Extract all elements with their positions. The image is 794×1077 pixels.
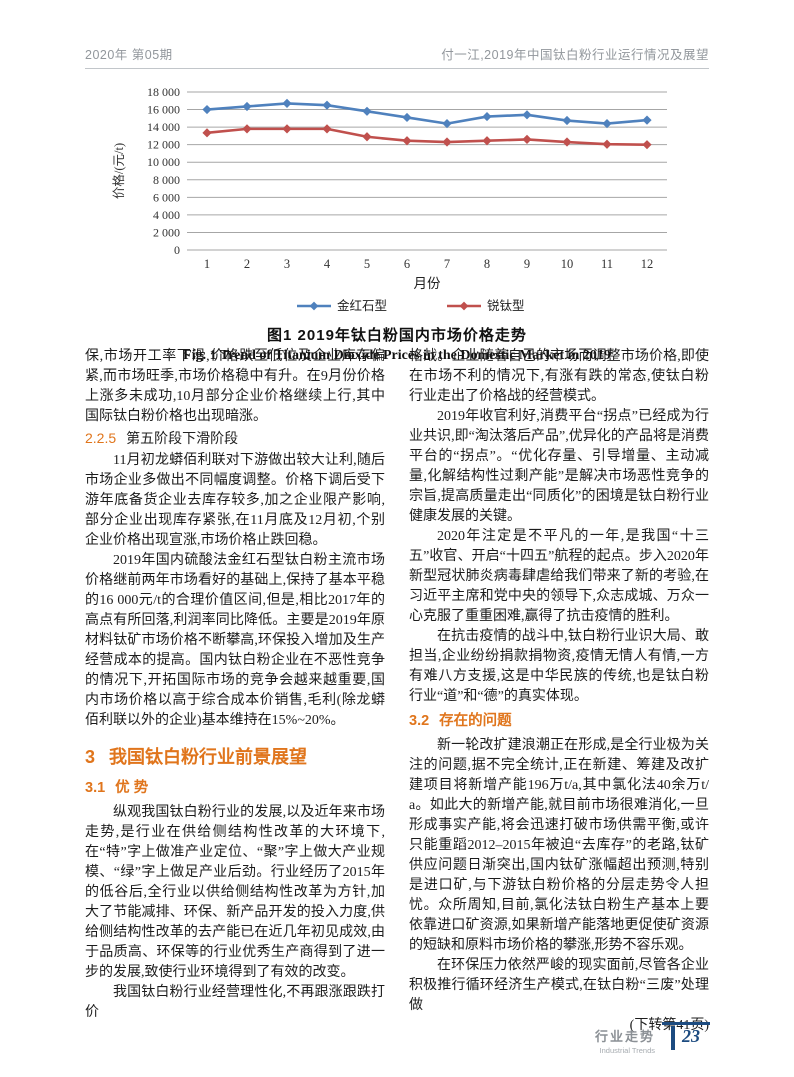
y-tick-label: 12 000 (147, 138, 180, 152)
x-tick-label: 1 (204, 257, 210, 271)
y-tick-label: 0 (174, 243, 180, 257)
y-axis-title: 价格/(元/t) (111, 143, 126, 199)
section-number: 3 (85, 747, 96, 767)
page-footer: 行业走势 Industrial Trends 23 (595, 1022, 710, 1055)
footer-section-en: Industrial Trends (599, 1046, 655, 1055)
legend-label: 锐钛型 (487, 298, 525, 313)
figure-caption-en: Fig. 1 Trend of Titanium Dioxide Prices … (183, 348, 611, 363)
issue-label: 2020年 第05期 (85, 48, 173, 62)
paragraph: 2019年收官利好,消费平台“拐点”已经成为行业共识,即“淘汰落后产品”,优异化… (409, 409, 709, 524)
section-heading: 3.2 存在的问题 (409, 710, 709, 732)
section-title: 第五阶段下滑阶段 (126, 432, 239, 447)
x-tick-label: 10 (561, 257, 574, 271)
chart-legend: 金红石型 锐钛型 (297, 298, 525, 313)
paragraph: 我国钛白粉行业经营理性化,不再跟涨跟跌打价 (85, 985, 385, 1020)
paragraph: 2019年国内硫酸法金红石型钛白粉主流市场价格继前两年市场看好的基础上,保持了基… (85, 553, 385, 728)
figure-1: 18 000 16 000 14 000 12 000 10 000 8 000 6 000… (85, 80, 709, 364)
x-tick-label: 6 (404, 257, 410, 271)
x-tick-label: 7 (444, 257, 450, 271)
paragraph: 11月初龙蟒佰利联对下游做出较大让利,随后市场企业多做出不同幅度调整。价格下调后… (85, 453, 385, 548)
footer-section-labels: 行业走势 Industrial Trends (595, 1026, 655, 1055)
page-number-box: 23 (662, 1022, 710, 1050)
footer-section-cn: 行业走势 (594, 1029, 655, 1044)
right-column: 格战。企业随着自己的市场而调整市场价格,即使在市场不利的情况下,有涨有跌的常态,… (409, 347, 709, 1036)
y-tick-label: 8 000 (153, 173, 180, 187)
x-tick-label: 5 (364, 257, 370, 271)
paragraph: 2020年注定是不平凡的一年,是我国“十三五”收官、开启“十四五”航程的起点。步… (409, 529, 709, 624)
page-number: 23 (671, 1026, 710, 1050)
y-tick-label: 16 000 (147, 103, 180, 117)
section-title: 我国钛白粉行业前景展望 (109, 747, 308, 767)
body-columns: 保,市场开工率下滑,价格跌至低位及企业库存偏紧,而市场旺季,市场价格稳中有升。在… (85, 347, 709, 1036)
x-tick-label: 12 (641, 257, 654, 271)
left-column: 保,市场开工率下滑,价格跌至低位及企业库存偏紧,而市场旺季,市场价格稳中有升。在… (85, 347, 385, 1036)
y-tick-label: 14 000 (147, 120, 180, 134)
chart-series-0 (202, 98, 652, 129)
y-tick-label: 10 000 (147, 155, 180, 169)
section-heading: 2.2.5 第五阶段下滑阶段 (85, 428, 385, 450)
y-tick-label: 18 000 (147, 85, 180, 99)
paragraph: 保,市场开工率下滑,价格跌至低位及企业库存偏紧,而市场旺季,市场价格稳中有升。在… (85, 349, 385, 424)
paragraph: 格战。企业随着自己的市场而调整市场价格,即使在市场不利的情况下,有涨有跌的常态,… (409, 349, 709, 404)
section-title: 存在的问题 (439, 713, 512, 729)
section-number: 3.1 (85, 780, 106, 796)
section-number: 3.2 (409, 713, 430, 729)
x-tick-label: 11 (601, 257, 613, 271)
x-tick-label: 9 (524, 257, 530, 271)
section-number: 2.2.5 (85, 430, 117, 446)
x-tick-label: 4 (324, 257, 331, 271)
gridlines: 18 000 16 000 14 000 12 000 10 000 8 000 6 000… (147, 85, 667, 257)
paragraph: 新一轮改扩建浪潮正在形成,是全行业极为关注的问题,据不完全统计,正在新建、筹建及… (409, 738, 709, 953)
paragraph: 在抗击疫情的战斗中,钛白粉行业识大局、敢担当,企业纷纷捐款捐物资,疫情无情人有情… (409, 629, 709, 704)
y-tick-label: 6 000 (153, 190, 180, 204)
running-header: 2020年 第05期 付一江,2019年中国钛白粉行业运行情况及展望 (85, 44, 709, 69)
y-tick-label: 2 000 (153, 225, 180, 239)
x-axis-title: 月份 (414, 276, 441, 291)
x-tick-label: 2 (244, 257, 250, 271)
continuation-note: (下转第41页) (629, 1018, 709, 1033)
article-running-title: 付一江,2019年中国钛白粉行业运行情况及展望 (441, 48, 709, 62)
section-title: 优 势 (115, 780, 149, 796)
figure-caption-cn: 图1 2019年钛白粉国内市场价格走势 (267, 327, 527, 344)
x-tick-label: 8 (484, 257, 490, 271)
paragraph: 在环保压力依然严峻的现实面前,尽管各企业积极推行循环经济生产模式,在钛白粉“三废… (409, 958, 709, 1013)
paragraph: 纵观我国钛白粉行业的发展,以及近年来市场走势,是行业在供给侧结构性改革的大环境下… (85, 805, 385, 980)
y-tick-label: 4 000 (153, 208, 180, 222)
section-heading: 3 我国钛白粉行业前景展望 (85, 743, 385, 769)
x-tick-label: 3 (284, 257, 290, 271)
legend-label: 金红石型 (337, 298, 387, 313)
chart-series-1 (202, 124, 652, 150)
section-heading: 3.1 优 势 (85, 777, 385, 799)
